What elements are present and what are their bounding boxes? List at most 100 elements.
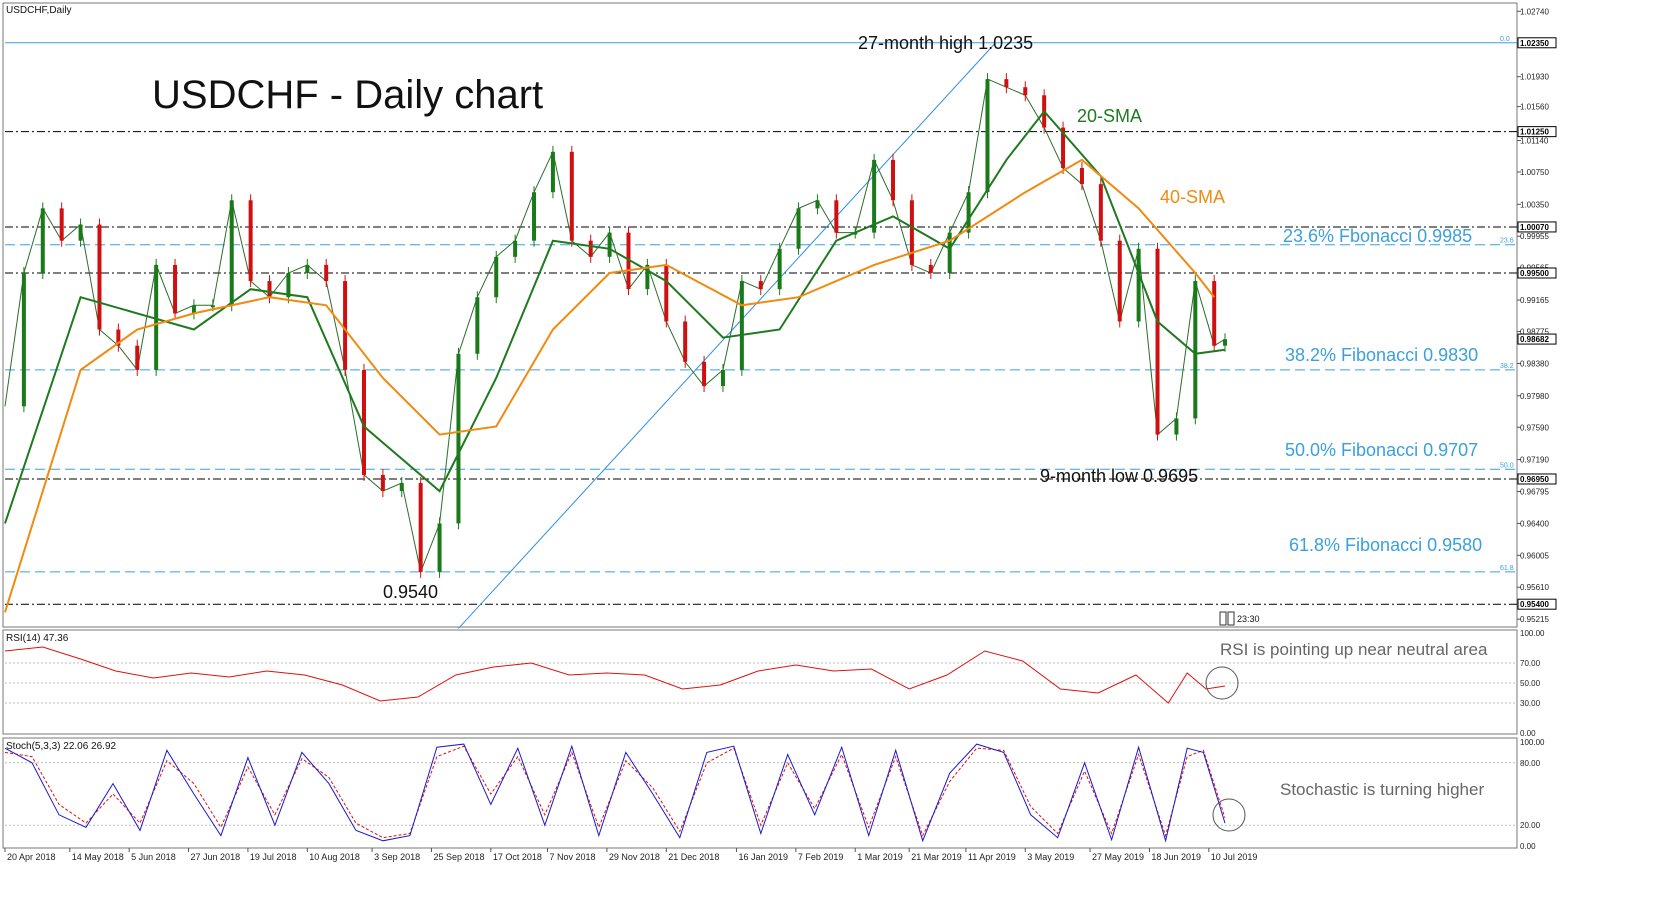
rsi-tick-label: 0.00 [1520, 729, 1536, 738]
trend-line [458, 42, 996, 629]
price-tick-label: 1.01140 [1520, 137, 1549, 146]
sma40-line [4, 158, 1215, 613]
candle-body [97, 224, 102, 330]
price-level-box [1517, 267, 1557, 279]
candle-body [343, 281, 348, 370]
rsi-tick-label: 30.00 [1520, 699, 1541, 708]
candle-body [116, 329, 121, 346]
close-price-line [4, 78, 1226, 574]
time-tick-label: 27 May 2019 [1092, 852, 1144, 862]
time-tick-label: 18 Jun 2019 [1151, 852, 1201, 862]
candle-body [437, 523, 442, 572]
candle-body [626, 232, 631, 290]
candle-body [947, 232, 952, 273]
time-tick-label: 21 Dec 2018 [668, 852, 719, 862]
candle-body [475, 297, 480, 354]
time-marker: 23:30 [1219, 611, 1260, 626]
candle-body [569, 151, 574, 241]
candle-body [1136, 248, 1141, 322]
price-tick-label: 1.01930 [1520, 73, 1549, 82]
candle-body [532, 192, 537, 241]
price-level-box [1517, 473, 1557, 485]
price-level-box [1517, 37, 1557, 49]
candle-body [1155, 248, 1160, 435]
fib-label-500: 50.0% Fibonacci 0.9707 [1285, 440, 1478, 460]
candle-body [683, 321, 688, 362]
candle-body [607, 232, 612, 257]
fibonacci-axis-tag: 38.2 [1500, 363, 1514, 370]
rsi-series: 100.00 70.00 50.00 30.00 0.00 [4, 629, 1545, 738]
price-level-box [1517, 126, 1557, 138]
stoch-signal-line [4, 745, 1226, 839]
time-tick-label: 19 Jul 2018 [250, 852, 297, 862]
candle-body [154, 264, 159, 370]
fibonacci-axis-tag: 0.0 [1500, 36, 1510, 43]
price-level-box-label: 0.99500 [1520, 269, 1549, 278]
time-tick-label: 27 Jun 2018 [191, 852, 241, 862]
time-tick-label: 10 Jul 2019 [1211, 852, 1258, 862]
fib-label-236: 23.6% Fbonacci 0.9985 [1283, 226, 1472, 246]
candle-body [210, 305, 215, 308]
price-level-box-label: 0.98682 [1520, 335, 1549, 344]
candles [21, 73, 1227, 578]
candle-body [21, 272, 26, 407]
candle-body [361, 369, 366, 475]
rsi-highlight-circle [1205, 666, 1239, 700]
candle-body [664, 264, 669, 322]
candle-body [286, 272, 291, 298]
horizontal-levels [5, 131, 1517, 605]
candle-body [985, 79, 990, 193]
stoch-tick-label: 20.00 [1520, 821, 1541, 830]
price-tick-label: 0.95610 [1520, 583, 1549, 592]
candle-body [380, 474, 385, 492]
swing-low-annotation: 0.9540 [383, 582, 438, 602]
price-level-box-label: 1.01250 [1520, 128, 1549, 137]
high-annotation: 27-month high 1.0235 [858, 33, 1033, 53]
fibonacci-axis-tag: 61.8 [1500, 565, 1514, 572]
fibonacci-levels: 0.0 23.6 38.2 50.0 61.8 [5, 36, 1517, 573]
candle-body [588, 240, 593, 257]
candle-body [40, 208, 45, 273]
candle-body [1061, 127, 1066, 168]
candle-body [59, 208, 64, 241]
candle-body [78, 224, 83, 241]
price-level-box [1517, 598, 1557, 610]
stoch-tick-label: 0.00 [1520, 842, 1536, 851]
time-tick-label: 5 Jun 2018 [131, 852, 176, 862]
candle-body [1079, 167, 1084, 185]
time-tick-label: 25 Sep 2018 [433, 852, 484, 862]
candle-body [645, 264, 650, 290]
candle-body [513, 240, 518, 257]
candle-body [739, 281, 744, 370]
stoch-series: 100.00 80.00 20.00 0.00 [4, 738, 1545, 851]
fibonacci-axis-tag: 23.6 [1500, 238, 1514, 245]
symbol-label: USDCHF,Daily [6, 5, 72, 16]
stoch-tick-label: 100.00 [1520, 738, 1545, 747]
rsi-tick-label: 100.00 [1520, 629, 1545, 638]
price-tick-label: 0.97980 [1520, 392, 1549, 401]
candle-body [267, 281, 272, 298]
price-tick-label: 1.00350 [1520, 200, 1549, 209]
chart-title: USDCHF - Daily chart [152, 73, 543, 117]
fib-label-618: 61.8% Fibonacci 0.9580 [1289, 535, 1482, 555]
time-tick-label: 16 Jan 2019 [738, 852, 788, 862]
candle-body [248, 200, 253, 282]
price-tick-label: 0.96005 [1520, 551, 1549, 560]
price-tick-label: 0.96400 [1520, 519, 1549, 528]
time-tick-label: 21 Mar 2019 [911, 852, 962, 862]
price-level-box-label: 1.00070 [1520, 223, 1549, 232]
time-marker-label: 23:30 [1237, 614, 1260, 624]
price-tick-label: 1.02740 [1520, 7, 1549, 16]
rsi-panel-frame [2, 629, 1518, 735]
rsi-tick-label: 50.00 [1520, 679, 1541, 688]
candle-body [1004, 79, 1009, 88]
candle-body [305, 264, 310, 273]
stoch-highlight-circle [1212, 798, 1246, 832]
time-tick-label: 17 Oct 2018 [493, 852, 542, 862]
candle-body [758, 281, 763, 290]
candle-body [872, 159, 877, 233]
candle-body [1098, 184, 1103, 241]
rsi-annotation: RSI is pointing up near neutral area [1220, 640, 1488, 659]
price-level-box-label: 0.95400 [1520, 600, 1549, 609]
